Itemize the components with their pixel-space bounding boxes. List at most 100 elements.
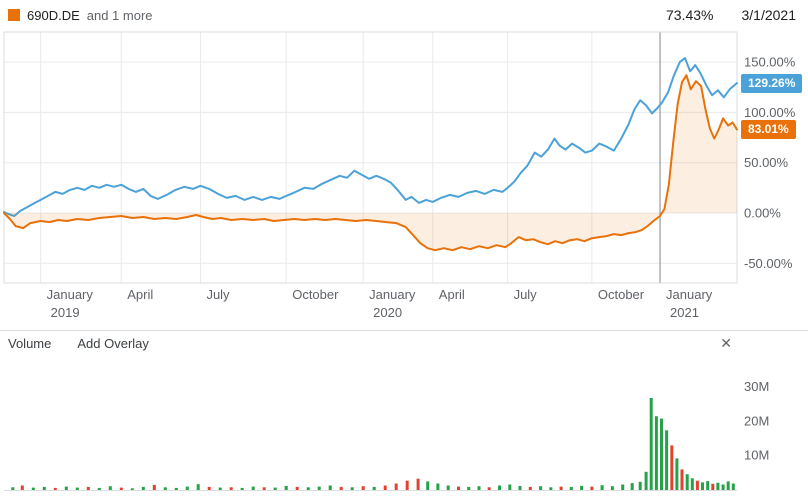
- y-axis-label: -50.00%: [744, 256, 793, 271]
- plot-border: [3, 31, 738, 284]
- volume-bar: [518, 485, 522, 490]
- volume-bar: [559, 486, 563, 490]
- symbol-label: 690D.DE: [27, 7, 80, 23]
- x-axis-label: July: [206, 287, 230, 302]
- comparison-count-label: and 1 more: [86, 7, 153, 23]
- volume-bar: [328, 485, 332, 490]
- series-area-fill: [4, 75, 737, 251]
- volume-bar: [152, 484, 156, 490]
- volume-bar: [251, 486, 255, 490]
- series-line: [3, 57, 738, 217]
- volume-bar: [487, 487, 491, 490]
- hover-readout: 73.43% 3/1/2021: [666, 7, 796, 23]
- volume-bar: [621, 484, 625, 490]
- series-line: [3, 74, 738, 252]
- volume-bar: [75, 487, 79, 490]
- volume-bar: [528, 486, 532, 490]
- volume-bar: [130, 488, 134, 490]
- volume-bar: [141, 486, 145, 490]
- main-chart-svg[interactable]: 150.00% 100.00% 50.00% 0.00% -50.00% January 2…: [0, 30, 808, 326]
- volume-panel-title: Volume: [8, 336, 52, 351]
- volume-bar: [31, 487, 35, 490]
- y-axis-label: 150.00%: [744, 55, 796, 70]
- volume-bar: [457, 486, 460, 490]
- hover-value: 73.43%: [666, 7, 714, 23]
- chart-header: 690D.DE and 1 more 73.43% 3/1/2021: [0, 0, 808, 30]
- volume-bar: [229, 487, 233, 490]
- volume-bar: [240, 487, 244, 490]
- volume-bar: [97, 487, 101, 490]
- volume-bar: [721, 484, 725, 490]
- volume-bar: [539, 486, 543, 490]
- volume-bar: [108, 486, 112, 490]
- volume-bar: [569, 486, 573, 490]
- volume-bar: [726, 481, 730, 490]
- volume-bar: [372, 486, 376, 490]
- volume-bar: [20, 485, 24, 490]
- x-axis-label: October: [292, 287, 339, 302]
- volume-bar: [680, 469, 684, 490]
- volume-bar: [446, 485, 450, 490]
- volume-chart-svg[interactable]: 30M 20M 10M: [0, 356, 808, 497]
- volume-bar: [273, 487, 277, 490]
- x-axis-label: January: [369, 287, 416, 302]
- volume-bar: [174, 487, 178, 490]
- volume-bar: [649, 398, 653, 490]
- y-axis-label: 0.00%: [744, 206, 781, 221]
- volume-bar: [262, 487, 266, 490]
- close-volume-icon[interactable]: ✕: [720, 335, 732, 351]
- volume-bar: [590, 486, 594, 490]
- price-tag-blue: 129.26%: [741, 74, 803, 93]
- volume-bar: [477, 486, 481, 490]
- add-overlay-button[interactable]: Add Overlay: [77, 336, 149, 351]
- volume-bar: [610, 486, 614, 490]
- volume-bar: [580, 485, 584, 490]
- volume-bar: [701, 482, 704, 490]
- volume-bar: [383, 485, 387, 490]
- volume-axis-label: 20M: [744, 413, 769, 428]
- x-axis-label: April: [127, 287, 153, 302]
- volume-axis-label: 10M: [744, 448, 769, 463]
- volume-bar: [630, 483, 634, 490]
- x-axis-label: July: [514, 287, 538, 302]
- volume-bar: [11, 487, 15, 490]
- volume-bar: [716, 482, 720, 490]
- x-axis-year-label: 2019: [51, 305, 80, 320]
- volume-bar: [207, 486, 211, 490]
- volume-bar: [196, 484, 200, 490]
- volume-bar: [675, 458, 679, 490]
- volume-bar: [163, 487, 167, 490]
- volume-bar: [467, 486, 471, 490]
- legend-item[interactable]: 690D.DE and 1 more: [8, 8, 153, 23]
- volume-bar: [185, 486, 189, 490]
- x-axis-label: January: [666, 287, 713, 302]
- x-axis-label: October: [598, 287, 645, 302]
- volume-bar: [295, 486, 299, 490]
- volume-bar: [549, 487, 553, 490]
- volume-bar: [660, 418, 663, 490]
- volume-bar: [350, 487, 354, 490]
- x-axis-label: January: [47, 287, 94, 302]
- volume-bar: [64, 486, 68, 490]
- volume-bar: [426, 481, 430, 490]
- x-axis-year-label: 2020: [373, 305, 402, 320]
- x-axis-year-label: 2021: [670, 305, 699, 320]
- volume-bar: [600, 485, 604, 490]
- volume-bar: [317, 486, 321, 490]
- volume-bar: [508, 484, 512, 490]
- volume-bar: [644, 471, 648, 490]
- volume-bar: [119, 487, 123, 490]
- volume-axis-label: 30M: [744, 379, 769, 394]
- volume-bar: [498, 485, 501, 490]
- volume-bar: [731, 483, 735, 490]
- volume-bar: [654, 416, 658, 490]
- volume-bar: [706, 481, 710, 490]
- volume-bar: [42, 486, 46, 490]
- x-axis-label: April: [439, 287, 465, 302]
- volume-bar: [695, 480, 699, 490]
- volume-bar: [711, 483, 715, 490]
- volume-bar: [638, 481, 642, 490]
- volume-bar: [436, 483, 440, 490]
- volume-bar: [416, 478, 420, 490]
- volume-bar: [665, 430, 669, 490]
